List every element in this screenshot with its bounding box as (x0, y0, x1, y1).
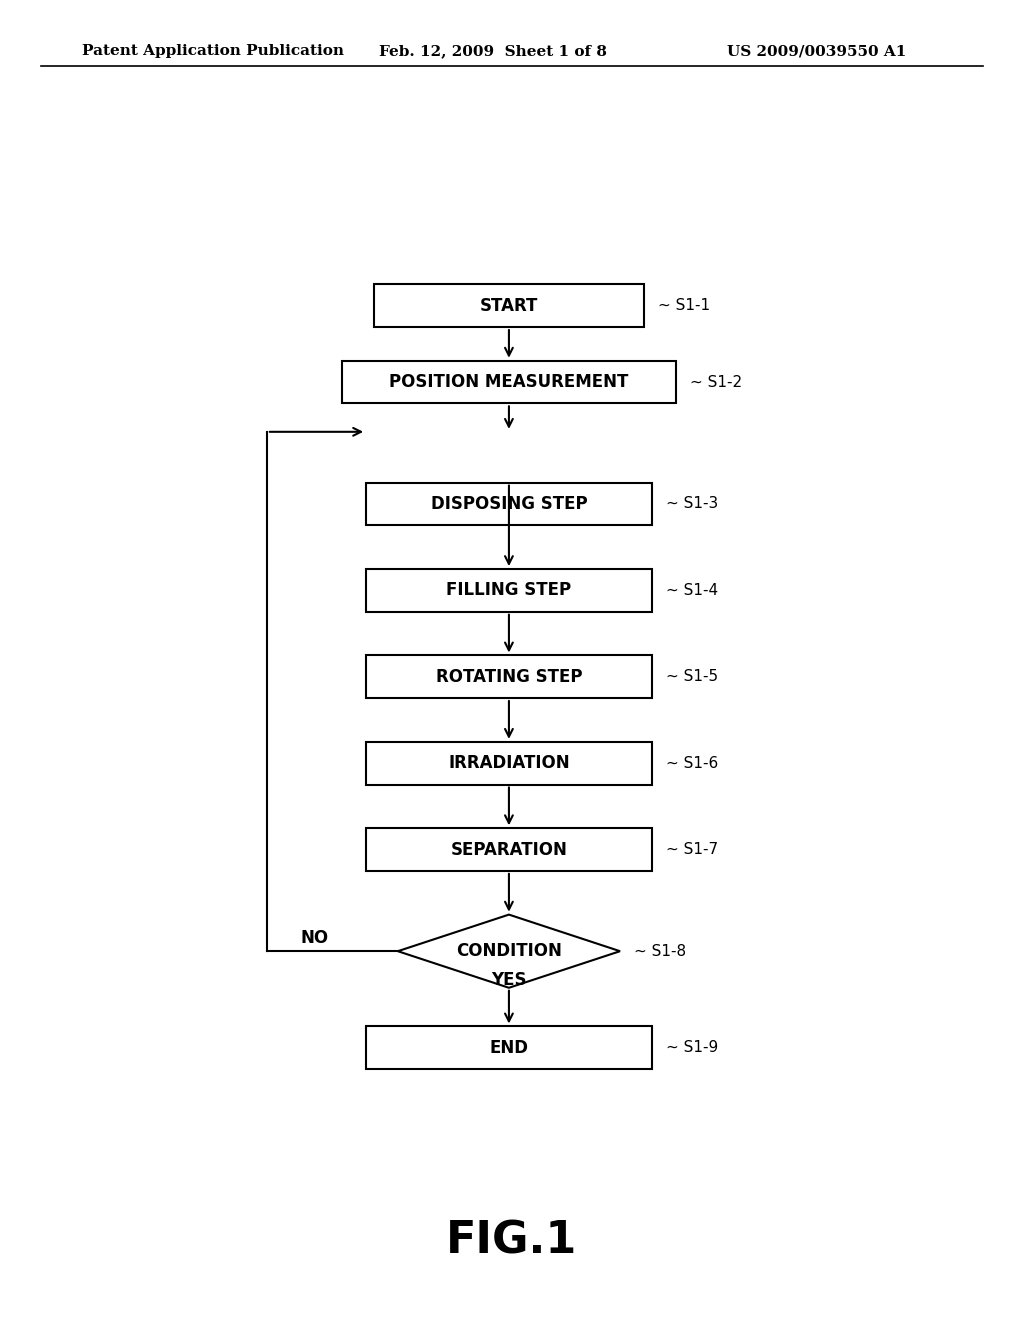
FancyBboxPatch shape (367, 483, 651, 525)
FancyBboxPatch shape (367, 569, 651, 611)
Text: ~ S1-1: ~ S1-1 (658, 298, 711, 313)
FancyBboxPatch shape (367, 828, 651, 871)
Text: SEPARATION: SEPARATION (451, 841, 567, 858)
Text: ROTATING STEP: ROTATING STEP (435, 668, 583, 686)
Text: Feb. 12, 2009  Sheet 1 of 8: Feb. 12, 2009 Sheet 1 of 8 (379, 45, 607, 58)
Text: ~ S1-5: ~ S1-5 (666, 669, 718, 684)
Text: ~ S1-7: ~ S1-7 (666, 842, 718, 857)
Text: DISPOSING STEP: DISPOSING STEP (431, 495, 587, 513)
FancyBboxPatch shape (367, 656, 651, 698)
Text: Patent Application Publication: Patent Application Publication (82, 45, 344, 58)
Text: ~ S1-2: ~ S1-2 (690, 375, 742, 389)
Text: ~ S1-8: ~ S1-8 (634, 944, 686, 958)
Text: NO: NO (300, 929, 329, 946)
Text: ~ S1-3: ~ S1-3 (666, 496, 718, 511)
FancyBboxPatch shape (342, 360, 676, 404)
FancyBboxPatch shape (374, 284, 644, 327)
Text: END: END (489, 1039, 528, 1057)
Polygon shape (397, 915, 620, 987)
Text: FILLING STEP: FILLING STEP (446, 581, 571, 599)
FancyBboxPatch shape (367, 1027, 651, 1069)
Text: YES: YES (492, 970, 526, 989)
Text: START: START (479, 297, 539, 314)
Text: ~ S1-6: ~ S1-6 (666, 755, 718, 771)
Text: ~ S1-9: ~ S1-9 (666, 1040, 718, 1055)
Text: FIG.1: FIG.1 (446, 1220, 578, 1262)
Text: ~ S1-4: ~ S1-4 (666, 583, 718, 598)
Text: IRRADIATION: IRRADIATION (449, 754, 569, 772)
Text: CONDITION: CONDITION (456, 942, 562, 960)
FancyBboxPatch shape (367, 742, 651, 784)
Text: US 2009/0039550 A1: US 2009/0039550 A1 (727, 45, 906, 58)
Text: POSITION MEASUREMENT: POSITION MEASUREMENT (389, 374, 629, 391)
